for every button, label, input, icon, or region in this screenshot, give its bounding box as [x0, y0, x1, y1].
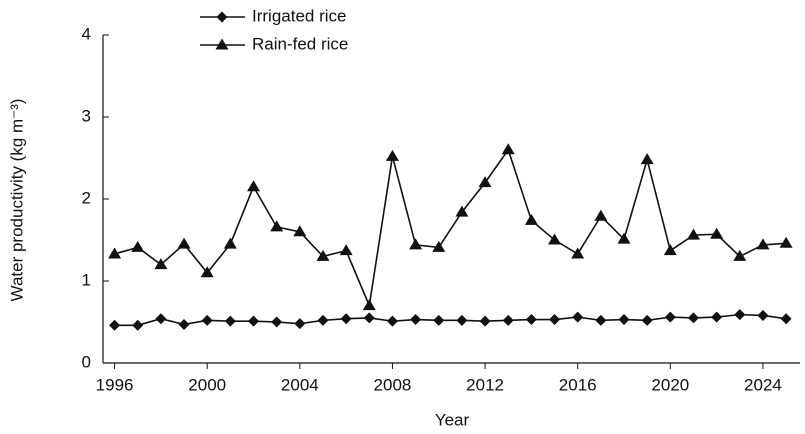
marker [779, 236, 793, 248]
marker [247, 180, 261, 192]
marker [293, 225, 307, 237]
marker [216, 11, 228, 23]
marker [501, 143, 515, 155]
legend-label: Irrigated rice [252, 6, 346, 25]
x-tick-label: 1996 [96, 375, 134, 394]
marker [386, 315, 398, 327]
marker [478, 176, 492, 188]
marker [711, 311, 723, 323]
marker [687, 312, 699, 324]
x-tick-label: 2024 [744, 375, 782, 394]
y-tick-label: 1 [82, 270, 91, 289]
y-axis-label: Water productivity (kg m⁻³) [7, 99, 26, 302]
marker [363, 312, 375, 324]
marker [432, 240, 446, 252]
marker [757, 309, 769, 321]
marker [362, 299, 376, 311]
marker [131, 240, 145, 252]
marker [155, 313, 167, 325]
marker [455, 205, 469, 217]
marker [223, 237, 237, 249]
marker [108, 247, 122, 259]
marker [271, 316, 283, 328]
marker [734, 309, 746, 321]
marker [479, 315, 491, 327]
marker [525, 314, 537, 326]
marker [594, 209, 608, 221]
marker [385, 149, 399, 161]
marker [316, 249, 330, 261]
series-line [114, 148, 787, 309]
marker [215, 38, 229, 50]
marker [409, 238, 423, 250]
marker [548, 233, 562, 245]
x-tick-label: 2000 [188, 375, 226, 394]
marker [641, 314, 653, 326]
marker [549, 314, 561, 326]
marker [339, 244, 353, 256]
marker [780, 313, 792, 325]
y-tick-label: 2 [82, 188, 91, 207]
marker [640, 153, 654, 165]
marker [224, 315, 236, 327]
marker [294, 318, 306, 330]
marker [201, 314, 213, 326]
legend-label: Rain-fed rice [252, 34, 348, 53]
marker [756, 238, 770, 250]
marker [340, 313, 352, 325]
marker [317, 314, 329, 326]
marker [710, 227, 724, 239]
x-tick-label: 2008 [374, 375, 412, 394]
series-line [114, 313, 787, 327]
marker [154, 258, 168, 270]
marker [200, 266, 214, 278]
x-tick-label: 2016 [559, 375, 597, 394]
marker [571, 247, 585, 259]
marker [178, 318, 190, 330]
marker [595, 314, 607, 326]
marker [664, 311, 676, 323]
y-tick-label: 0 [82, 352, 91, 371]
marker [456, 314, 468, 326]
x-tick-label: 2004 [281, 375, 319, 394]
marker [502, 314, 514, 326]
marker [248, 315, 260, 327]
marker [270, 220, 284, 232]
marker [663, 244, 677, 256]
marker [109, 319, 121, 331]
x-tick-label: 2012 [466, 375, 504, 394]
marker [733, 249, 747, 261]
y-tick-label: 3 [82, 106, 91, 125]
marker [177, 237, 191, 249]
marker [410, 314, 422, 326]
marker [618, 314, 630, 326]
marker [686, 228, 700, 240]
x-tick-label: 2020 [651, 375, 689, 394]
marker [433, 314, 445, 326]
marker [617, 232, 631, 244]
marker [524, 213, 538, 225]
marker [572, 311, 584, 323]
x-axis-label: Year [435, 410, 470, 429]
marker [132, 319, 144, 331]
y-tick-label: 4 [82, 24, 91, 43]
